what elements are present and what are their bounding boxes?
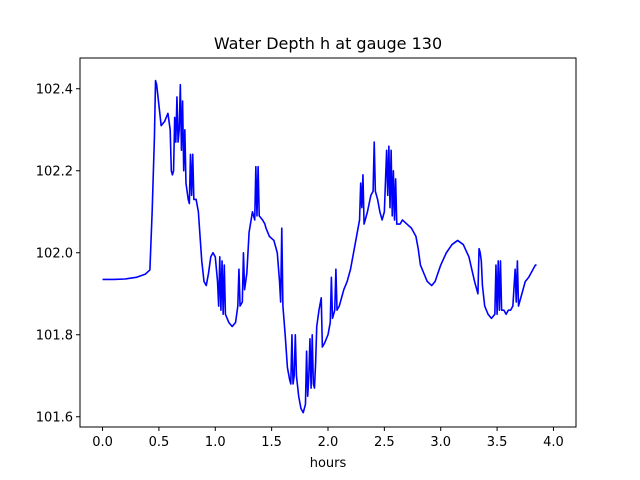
y-tick-label: 101.6 (36, 410, 73, 425)
plot-frame (79, 57, 577, 428)
x-tick-label: 1.5 (261, 435, 282, 450)
x-tick-label: 4.0 (543, 435, 564, 450)
x-tick-label: 2.0 (318, 435, 339, 450)
series-line (102, 79, 537, 414)
x-tick-label: 2.5 (374, 435, 395, 450)
y-axis: 101.6 101.8 102.0 102.2 102.4 (36, 82, 80, 425)
y-tick-label: 102.4 (36, 82, 73, 97)
y-tick-label: 102.0 (36, 246, 73, 261)
x-tick-label: 0.5 (149, 435, 170, 450)
x-tick-label: 3.5 (487, 435, 508, 450)
x-tick-label: 0.0 (92, 435, 113, 450)
plot-area (80, 58, 576, 427)
y-tick-label: 101.8 (36, 328, 73, 343)
x-axis: 0.0 0.5 1.0 1.5 2.0 2.5 3.0 3.5 4.0 (92, 427, 564, 450)
x-tick-label: 3.0 (430, 435, 451, 450)
x-axis-label: hours (310, 456, 347, 471)
x-tick-label: 1.0 (205, 435, 226, 450)
y-tick-label: 102.2 (36, 164, 73, 179)
chart-title: Water Depth h at gauge 130 (214, 34, 442, 53)
